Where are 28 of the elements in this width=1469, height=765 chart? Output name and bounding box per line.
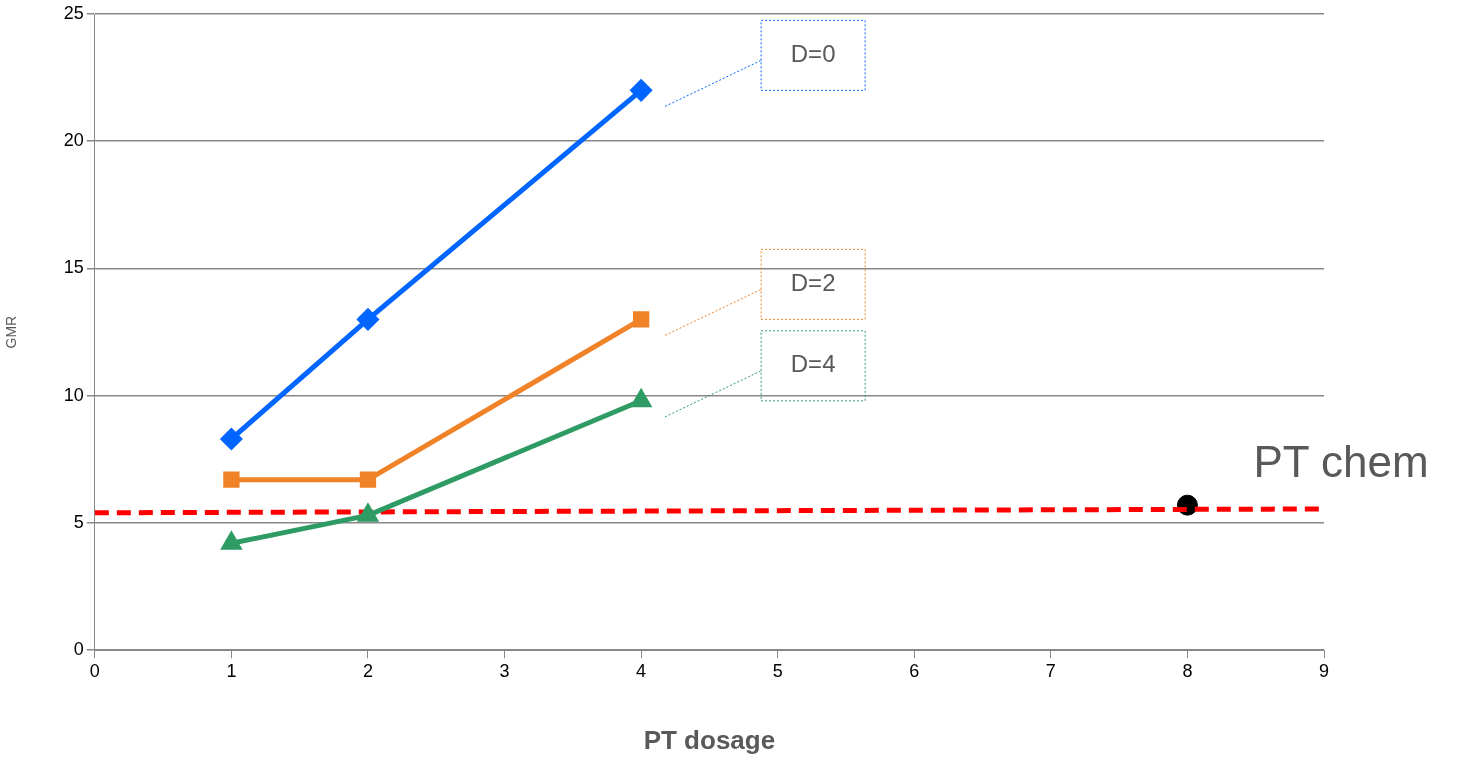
point xyxy=(223,471,240,488)
y-tick-label: 0 xyxy=(73,639,84,660)
point xyxy=(632,311,650,328)
y-tick-label: 25 xyxy=(63,2,84,23)
x-tick-label: 6 xyxy=(909,660,920,681)
text: D=0 xyxy=(790,39,836,67)
point xyxy=(220,428,242,450)
x-tick-label: 7 xyxy=(1045,660,1056,681)
x-axis-title: PT dosage xyxy=(643,724,776,755)
y-tick-label: 10 xyxy=(63,384,84,405)
y-tick-label: 15 xyxy=(63,257,84,278)
x-tick-label: 0 xyxy=(89,660,100,681)
x-tick-label: 5 xyxy=(772,660,783,681)
x-tick-label: 2 xyxy=(362,660,373,681)
x-tick-label: 3 xyxy=(499,660,510,681)
x-tick-label: 1 xyxy=(226,660,237,681)
point xyxy=(359,471,377,488)
y-axis-title: GMR xyxy=(3,315,20,349)
point xyxy=(357,308,379,330)
x-tick-label: 9 xyxy=(1318,660,1330,681)
text: D=4 xyxy=(790,350,836,378)
point xyxy=(630,79,652,101)
y-tick-label: 5 xyxy=(73,511,84,532)
x-tick-label: 4 xyxy=(636,660,647,681)
x-tick-label: 8 xyxy=(1182,660,1193,681)
text: D=2 xyxy=(790,269,836,296)
y-tick-label: 20 xyxy=(63,130,84,151)
series-label: PT chem xyxy=(1253,437,1429,487)
